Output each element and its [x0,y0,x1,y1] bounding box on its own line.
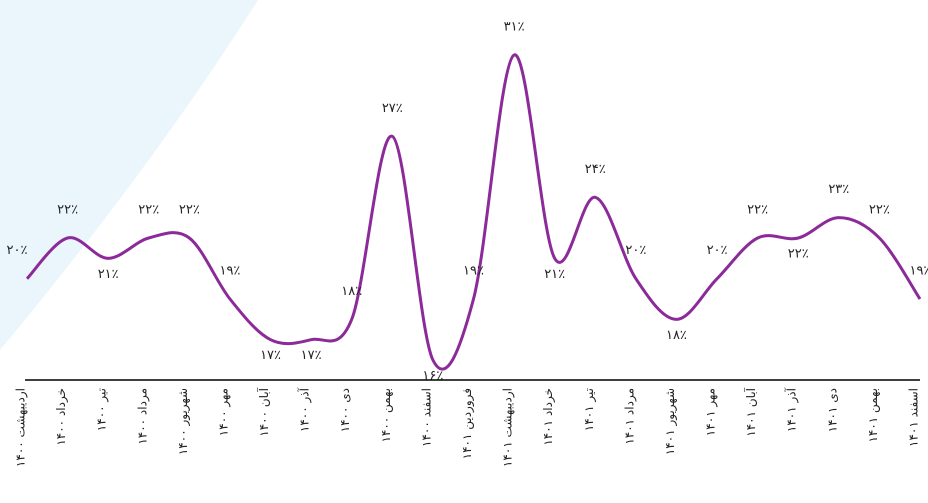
data-label: ۱۷٪ [260,348,281,363]
data-label: ۲۲٪ [179,203,200,218]
data-label: ۲۲٪ [869,203,890,218]
x-tick-label: مهر ۱۴۰۰ [216,388,231,436]
x-tick-label: اردیبهشت ۱۴۰۱ [501,388,516,467]
data-label: ۱۹٪ [463,264,484,279]
data-label: ۱۷٪ [301,348,322,363]
data-label: ۳۱٪ [504,20,525,35]
x-tick-label: تیر ۱۴۰۰ [95,388,110,431]
x-tick-label: خرداد ۱۴۰۰ [54,388,69,446]
x-tick-label: بهمن ۱۴۰۰ [379,388,394,443]
data-label: ۱۶٪ [422,369,443,384]
x-tick-label: دی ۱۴۰۰ [338,388,352,432]
data-label: ۲۱٪ [544,267,565,282]
x-tick-label: شهریور ۱۴۰۰ [176,388,191,455]
data-label: ۲۰٪ [625,243,646,258]
data-label: ۲۲٪ [57,203,78,218]
data-label: ۲۱٪ [98,267,119,282]
x-tick-label: دی ۱۴۰۱ [825,388,839,432]
x-tick-label: اردیبهشت ۱۴۰۰ [14,388,29,467]
data-label: ۲۳٪ [828,182,849,197]
x-tick-label: فروردین ۱۴۰۱ [460,388,475,459]
x-tick-label: آذر ۱۴۰۱ [784,387,800,432]
x-tick-label: آبان ۱۴۰۱ [743,387,758,436]
x-tick-label: مرداد ۱۴۰۱ [622,388,637,445]
x-tick-label: بهمن ۱۴۰۱ [866,388,881,443]
data-label: ۲۲٪ [747,203,768,218]
data-label: ۱۸٪ [341,284,362,299]
data-label: ۲۰٪ [707,243,728,258]
data-label: ۲۲٪ [788,247,809,262]
data-label: ۲۲٪ [138,203,159,218]
background-shape [0,0,258,350]
x-tick-label: مرداد ۱۴۰۰ [135,388,150,445]
data-label: ۲۰٪ [7,243,28,258]
x-tick-label: آبان ۱۴۰۰ [256,387,271,436]
x-tick-label: اسفند ۱۴۰۱ [907,388,921,447]
data-label: ۱۹٪ [910,264,928,279]
x-tick-label: شهریور ۱۴۰۱ [663,388,678,455]
x-tick-label: خرداد ۱۴۰۱ [541,388,556,446]
data-label: ۲۴٪ [585,162,606,177]
x-tick-label: تیر ۱۴۰۱ [582,388,597,431]
data-label: ۱۸٪ [666,328,687,343]
x-tick-label: اسفند ۱۴۰۰ [419,388,433,447]
x-tick-label: آذر ۱۴۰۰ [297,387,313,432]
line [25,53,922,371]
data-label: ۲۷٪ [382,101,403,116]
x-tick-label: مهر ۱۴۰۱ [704,388,719,436]
data-label: ۱۹٪ [219,264,240,279]
